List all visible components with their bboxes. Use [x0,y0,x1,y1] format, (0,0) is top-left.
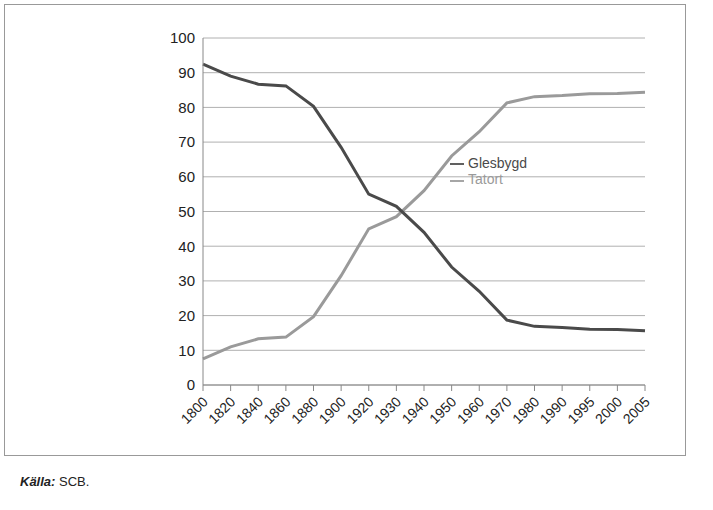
svg-text:30: 30 [178,272,195,289]
svg-text:1970: 1970 [481,393,514,426]
svg-text:2005: 2005 [619,393,652,426]
svg-text:1880: 1880 [288,393,321,426]
svg-text:1820: 1820 [205,393,238,426]
svg-text:1995: 1995 [564,393,597,426]
svg-text:1800: 1800 [177,393,210,426]
svg-text:1840: 1840 [233,393,266,426]
svg-text:40: 40 [178,238,195,255]
svg-text:1900: 1900 [316,393,349,426]
html-text:Källa: SCB.: Källa: SCB. [20,474,90,489]
svg-text:70: 70 [178,133,195,150]
svg-text:1960: 1960 [454,393,487,426]
svg-text:10: 10 [178,342,195,359]
svg-text:90: 90 [178,64,195,81]
html-text:Tatort: Tatort [468,171,503,188]
svg-text:1920: 1920 [343,393,376,426]
svg-text:1940: 1940 [398,393,431,426]
svg-text:20: 20 [178,307,195,324]
html-text:Glesbygd: Glesbygd [468,155,528,171]
svg-text:80: 80 [178,99,195,116]
svg-text:100: 100 [170,29,195,46]
svg-text:1930: 1930 [371,393,404,426]
svg-text:1950: 1950 [426,393,459,426]
svg-text:1980: 1980 [509,393,542,426]
svg-text:1860: 1860 [260,393,293,426]
svg-text:0: 0 [187,376,195,393]
svg-text:60: 60 [178,168,195,185]
svg-text:1990: 1990 [537,393,570,426]
svg-text:2000: 2000 [592,393,625,426]
svg-text:50: 50 [178,203,195,220]
